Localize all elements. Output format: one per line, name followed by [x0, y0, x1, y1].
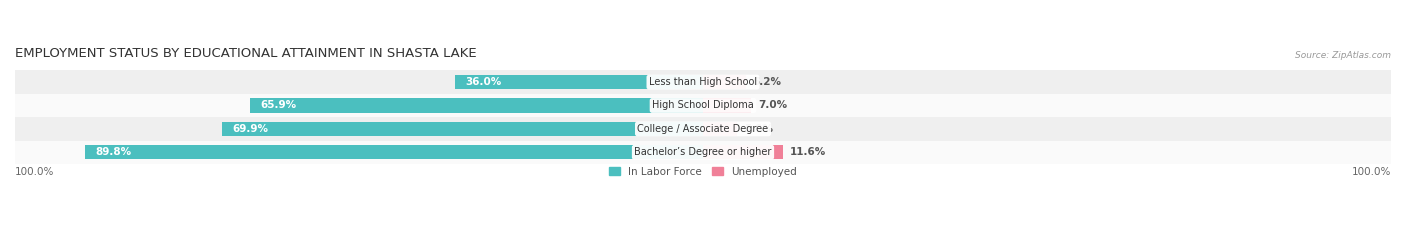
Text: 36.0%: 36.0%: [465, 77, 502, 87]
Text: 6.2%: 6.2%: [752, 77, 782, 87]
Bar: [250, 98, 703, 113]
Text: 100.0%: 100.0%: [15, 167, 55, 177]
Bar: [15, 94, 1391, 117]
Text: High School Diploma: High School Diploma: [652, 100, 754, 110]
Text: EMPLOYMENT STATUS BY EDUCATIONAL ATTAINMENT IN SHASTA LAKE: EMPLOYMENT STATUS BY EDUCATIONAL ATTAINM…: [15, 47, 477, 60]
Text: 5.0%: 5.0%: [744, 124, 773, 134]
Text: 100.0%: 100.0%: [1351, 167, 1391, 177]
Bar: [703, 98, 751, 113]
Legend: In Labor Force, Unemployed: In Labor Force, Unemployed: [605, 163, 801, 181]
Bar: [15, 117, 1391, 140]
Bar: [15, 70, 1391, 94]
Bar: [703, 145, 783, 159]
Text: 65.9%: 65.9%: [260, 100, 297, 110]
Bar: [703, 75, 745, 89]
Bar: [703, 122, 737, 136]
Text: Bachelor’s Degree or higher: Bachelor’s Degree or higher: [634, 147, 772, 157]
Text: Less than High School: Less than High School: [650, 77, 756, 87]
Bar: [222, 122, 703, 136]
Bar: [456, 75, 703, 89]
Bar: [15, 140, 1391, 164]
Text: 11.6%: 11.6%: [790, 147, 825, 157]
Bar: [86, 145, 703, 159]
Text: College / Associate Degree: College / Associate Degree: [637, 124, 769, 134]
Text: 69.9%: 69.9%: [232, 124, 269, 134]
Text: 89.8%: 89.8%: [96, 147, 132, 157]
Text: 7.0%: 7.0%: [758, 100, 787, 110]
Text: Source: ZipAtlas.com: Source: ZipAtlas.com: [1295, 51, 1391, 60]
